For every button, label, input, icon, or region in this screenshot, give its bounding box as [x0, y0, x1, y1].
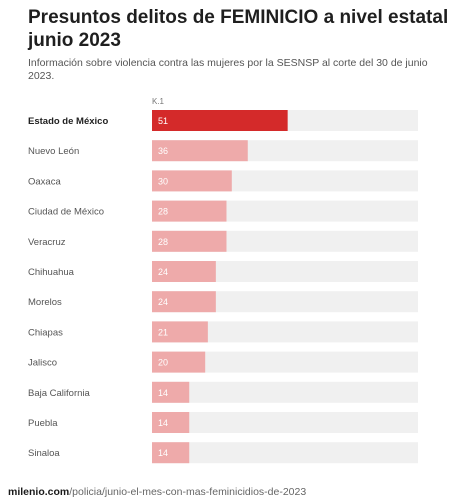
bar-value-label: 30 — [158, 176, 168, 186]
bar-value-label: 14 — [158, 418, 168, 428]
bar — [152, 170, 232, 192]
bar-track — [152, 351, 418, 373]
bar-value-label: 14 — [158, 448, 168, 458]
source-domain: milenio.com — [8, 486, 70, 498]
category-label: Ciudad de México — [28, 207, 104, 218]
category-label: Puebla — [28, 418, 58, 429]
category-label: Oaxaca — [28, 176, 61, 187]
chart-title: Presuntos delitos de FEMINICIO a nivel e… — [28, 7, 449, 51]
bar-value-label: 28 — [158, 207, 168, 217]
bar-track — [152, 442, 418, 464]
category-label: Sinaloa — [28, 448, 60, 459]
bar — [152, 200, 227, 222]
category-label: Chiapas — [28, 327, 63, 338]
bar-value-label: 14 — [158, 388, 168, 398]
bar-value-label: 24 — [158, 267, 168, 277]
source-path: /policia/junio-el-mes-con-mas-feminicidi… — [69, 486, 307, 498]
chart-subtitle: Información sobre violencia contra las m… — [28, 57, 428, 82]
bar-value-label: 51 — [158, 116, 168, 126]
bar — [152, 261, 216, 282]
source-link[interactable]: milenio.com/policia/junio-el-mes-con-mas… — [8, 486, 470, 498]
bar — [152, 291, 216, 313]
bar-value-label: 20 — [158, 358, 168, 368]
category-label: Jalisco — [28, 358, 57, 369]
bar — [152, 442, 190, 464]
bar — [152, 140, 248, 162]
bar — [152, 321, 208, 343]
bar-track — [152, 381, 418, 403]
bar-value-label: 24 — [158, 297, 168, 307]
category-label: Veracruz — [28, 237, 66, 248]
bar-track — [152, 321, 418, 343]
category-label: Chihuahua — [28, 267, 75, 278]
bar-chart: K.1 Estado de México 51 Nuevo León 36 Oaxaca… — [28, 97, 418, 464]
bar-track — [152, 412, 418, 433]
category-label: Estado de México — [28, 116, 108, 127]
bar-track — [152, 261, 418, 282]
bar — [152, 381, 190, 403]
bar — [152, 230, 227, 252]
category-label: Baja California — [28, 388, 90, 399]
bar — [152, 110, 288, 131]
bar-value-label: 21 — [158, 327, 168, 337]
bar — [152, 412, 190, 433]
bar-value-label: 28 — [158, 237, 168, 247]
bar-value-label: 36 — [158, 146, 168, 156]
category-label: Morelos — [28, 297, 62, 308]
category-label: Nuevo León — [28, 146, 79, 157]
bar — [152, 351, 206, 373]
bar-track — [152, 291, 418, 313]
column-label: K.1 — [152, 97, 165, 106]
